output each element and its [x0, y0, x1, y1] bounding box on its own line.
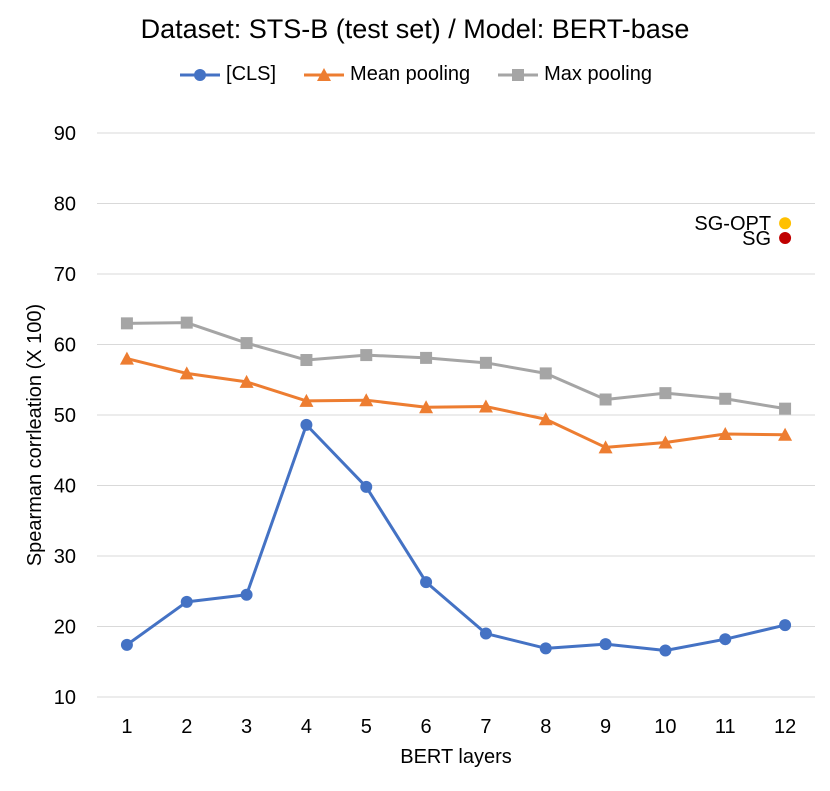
y-tick-label: 30 [54, 546, 76, 568]
data-point [240, 588, 253, 601]
x-tick-label: 11 [715, 716, 736, 738]
data-point [539, 642, 552, 655]
x-tick-label: 4 [301, 716, 312, 738]
legend-item: Mean pooling [302, 63, 470, 86]
data-point [300, 354, 313, 367]
data-point [538, 412, 553, 426]
data-point [420, 576, 433, 589]
data-point [360, 480, 373, 493]
y-tick-label: 60 [54, 335, 76, 357]
y-tick-label: 40 [54, 476, 76, 498]
data-point [180, 316, 193, 329]
data-point [658, 435, 673, 449]
data-point [240, 337, 253, 350]
x-tick-label: 8 [540, 716, 551, 738]
legend: [CLS] Mean pooling Max pooling [0, 63, 830, 86]
x-tick-label: 1 [121, 716, 132, 738]
data-point [179, 366, 194, 380]
legend-marker [194, 68, 207, 81]
data-point [360, 349, 373, 362]
x-axis-title: BERT layers [400, 746, 512, 768]
data-point [478, 399, 493, 413]
data-point [359, 393, 374, 407]
series-line [126, 321, 786, 411]
data-point [539, 367, 552, 380]
y-tick-label: 10 [54, 687, 76, 709]
data-point [300, 418, 313, 431]
y-tick-label: 20 [54, 617, 76, 639]
y-tick-label: 90 [54, 123, 76, 145]
data-point [598, 440, 613, 454]
data-point [420, 351, 433, 364]
data-point [719, 633, 732, 646]
y-tick-label: 50 [54, 405, 76, 427]
series-line [126, 423, 786, 652]
data-point [180, 595, 193, 608]
data-point [120, 317, 133, 330]
data-point [599, 638, 612, 651]
data-point [479, 356, 492, 369]
point-label: SG [742, 228, 771, 250]
x-tick-label: 12 [774, 716, 796, 738]
legend-swatch [498, 68, 539, 81]
data-point [779, 619, 792, 632]
legend-marker [512, 68, 525, 81]
data-point [779, 217, 792, 230]
data-point [778, 427, 793, 441]
x-tick-label: 10 [654, 716, 676, 738]
y-tick-label: 70 [54, 264, 76, 286]
x-tick-label: 2 [181, 716, 192, 738]
data-point [239, 374, 254, 388]
legend-label: [CLS] [226, 63, 277, 85]
x-tick-label: 9 [600, 716, 611, 738]
data-point [419, 400, 434, 414]
data-point [119, 351, 134, 365]
data-point [779, 232, 792, 245]
x-tick-label: 3 [241, 716, 252, 738]
legend-item: [CLS] [178, 63, 276, 86]
legend-item: Max pooling [496, 63, 652, 86]
data-point [779, 402, 792, 415]
data-point [719, 392, 732, 405]
x-tick-label: 5 [361, 716, 372, 738]
legend-label: Max pooling [544, 63, 652, 85]
data-point [479, 627, 492, 640]
data-point [599, 393, 612, 406]
y-tick-label: 80 [54, 194, 76, 216]
series-line [126, 357, 786, 449]
legend-swatch [304, 67, 345, 81]
data-point [120, 638, 133, 651]
point-label: SG-OPT [694, 213, 771, 235]
legend-label: Mean pooling [350, 63, 471, 85]
x-tick-label: 7 [480, 716, 491, 738]
data-point [718, 427, 733, 441]
legend-marker [317, 67, 332, 81]
data-point [659, 387, 672, 400]
data-point [659, 644, 672, 657]
y-axis-title: Spearman corrleation (X 100) [24, 304, 46, 566]
chart-title: Dataset: STS-B (test set) / Model: BERT-… [140, 14, 690, 44]
x-tick-label: 6 [421, 716, 432, 738]
legend-swatch [180, 68, 221, 81]
data-point [299, 393, 314, 407]
